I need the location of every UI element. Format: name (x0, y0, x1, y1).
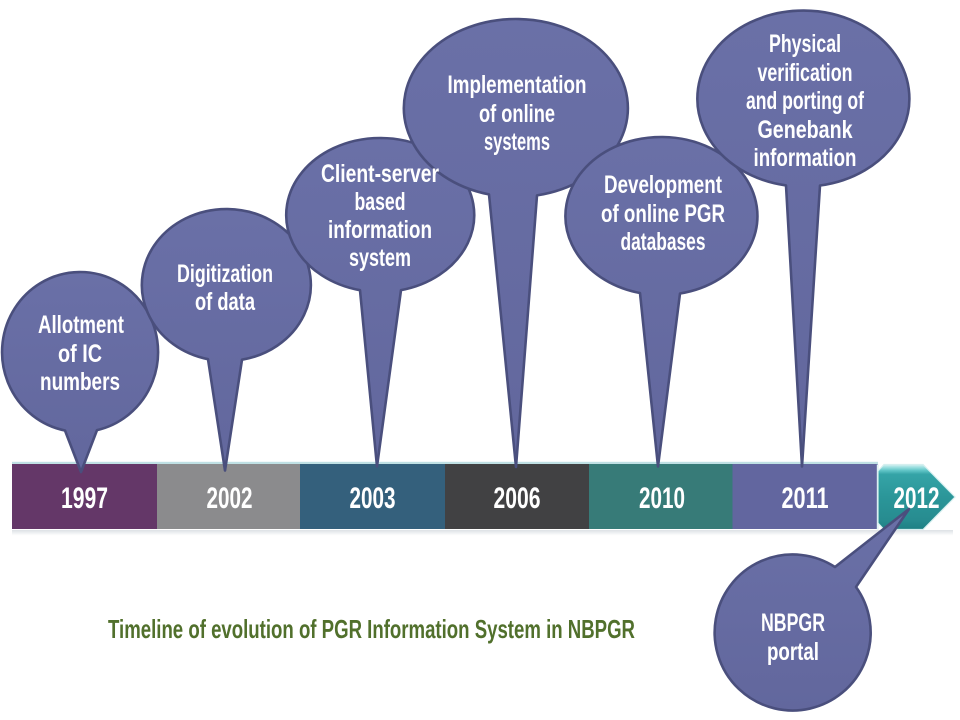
svg-text:1997: 1997 (61, 482, 108, 515)
svg-text:2003: 2003 (350, 482, 396, 515)
svg-text:Allotment: Allotment (38, 311, 124, 339)
svg-text:numbers: numbers (40, 368, 120, 396)
svg-text:Development: Development (604, 171, 723, 199)
svg-text:systems: systems (484, 128, 550, 156)
svg-text:databases: databases (621, 228, 706, 256)
svg-text:of data: of data (195, 288, 256, 316)
svg-text:based: based (355, 188, 406, 216)
svg-text:of online: of online (479, 100, 555, 128)
svg-text:2010: 2010 (639, 482, 685, 515)
svg-text:portal: portal (767, 638, 819, 666)
svg-text:2011: 2011 (782, 482, 829, 515)
svg-text:of online PGR: of online PGR (601, 200, 725, 228)
svg-text:and porting of: and porting of (746, 87, 864, 115)
svg-text:2006: 2006 (494, 482, 541, 515)
svg-text:Genebank: Genebank (758, 116, 853, 144)
svg-text:Physical: Physical (769, 30, 841, 58)
svg-text:of IC: of IC (58, 340, 102, 368)
svg-text:Client-server: Client-server (321, 160, 439, 188)
svg-text:information: information (328, 216, 432, 244)
svg-text:verification: verification (758, 59, 853, 87)
svg-text:Timeline of evolution of PGR I: Timeline of evolution of PGR Information… (108, 614, 635, 644)
svg-text:Implementation: Implementation (448, 71, 587, 99)
svg-text:2002: 2002 (207, 482, 253, 515)
svg-text:NBPGR: NBPGR (761, 609, 825, 637)
svg-text:information: information (754, 144, 857, 172)
svg-text:2012: 2012 (894, 482, 940, 515)
svg-text:Digitization: Digitization (177, 260, 273, 288)
svg-text:system: system (349, 244, 411, 272)
